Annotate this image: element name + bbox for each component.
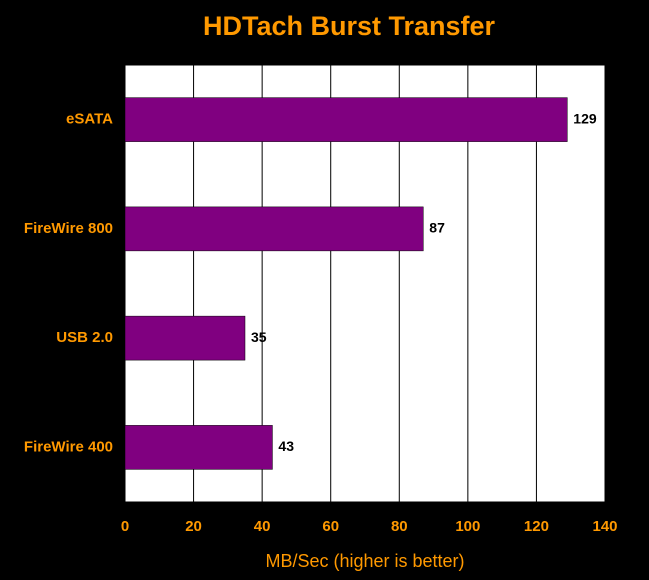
y-tick-label: FireWire 800 [24,220,113,237]
x-axis-label: MB/Sec (higher is better) [265,551,464,571]
data-label: 43 [278,438,294,454]
x-tick-label: 100 [455,518,480,535]
bar [124,425,273,470]
data-label: 87 [429,220,445,236]
chart-title: HDTach Burst Transfer [203,11,496,41]
y-tick-label: FireWire 400 [24,438,113,455]
data-label: 35 [251,329,267,345]
data-label: 129 [573,110,597,126]
x-tick-label: 40 [254,518,271,535]
x-tick-label: 20 [185,518,202,535]
x-tick-label: 140 [592,518,617,535]
x-tick-label: 80 [391,518,408,535]
bar [124,315,246,361]
x-tick-label: 60 [322,518,339,535]
y-tick-label: eSATA [66,111,113,128]
y-tick-label: USB 2.0 [56,329,113,346]
bar [124,97,568,142]
x-tick-label: 0 [121,518,129,535]
bar [124,206,424,252]
x-tick-label: 120 [524,518,549,535]
